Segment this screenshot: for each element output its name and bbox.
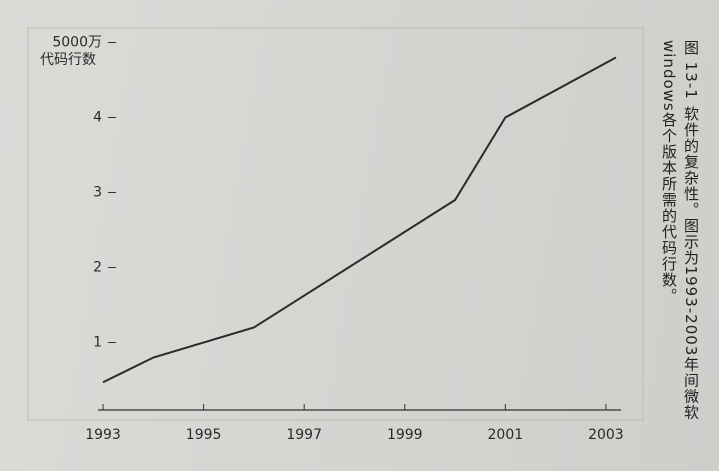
- y-tick-label: 1: [93, 335, 102, 351]
- data-line: [102, 56, 617, 384]
- x-tick-label: 1993: [85, 427, 121, 443]
- x-tick-label: 2001: [488, 427, 524, 443]
- y-tick-label: 5000万: [52, 35, 102, 51]
- frame: [27, 27, 644, 421]
- y-tick-label: 4: [93, 110, 102, 126]
- caption: 图 13-1 软件的复杂性。图示为1993-2003年间微软windows各个版…: [660, 40, 700, 421]
- y-axis-label: 代码行数: [40, 52, 96, 68]
- y-tick-label: 2: [93, 260, 102, 276]
- x-tick-label: 1997: [286, 427, 322, 443]
- x-tick-label: 2003: [588, 427, 624, 443]
- x-tick-label: 1995: [186, 427, 222, 443]
- x-tick-label: 1999: [387, 427, 423, 443]
- y-tick-label: 3: [93, 185, 102, 201]
